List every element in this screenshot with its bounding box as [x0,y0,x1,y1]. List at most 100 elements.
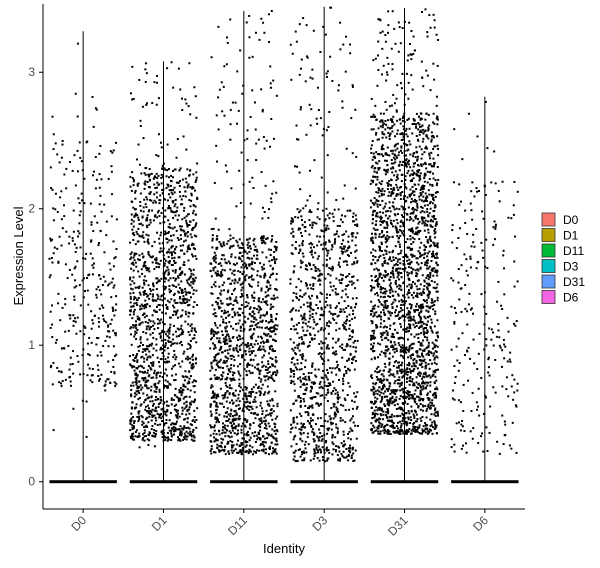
data-point [138,396,141,399]
data-point [177,334,180,337]
data-point [328,257,331,260]
data-point [147,268,150,271]
data-point [389,397,392,400]
data-point [155,299,158,302]
data-point [109,322,112,325]
data-point [157,327,160,330]
data-point [219,444,222,447]
data-point [251,446,254,449]
data-point [235,349,238,352]
data-point [235,413,238,416]
data-point [217,96,220,99]
data-point [387,339,390,342]
data-point [76,115,79,118]
data-point [155,186,158,189]
data-point [375,429,378,432]
data-point [131,228,134,231]
data-point [147,234,150,237]
data-point [319,318,322,321]
data-point [227,357,230,360]
data-point [131,401,134,404]
data-point [82,296,85,299]
data-point [147,238,150,241]
data-point [114,332,117,335]
data-point [188,62,191,65]
data-point [241,422,244,425]
data-point [430,301,433,304]
data-point [71,239,74,242]
data-point [351,446,354,449]
data-point [308,341,311,344]
data-point [290,222,293,225]
data-point [270,306,273,309]
data-point [420,165,423,168]
data-point [140,414,143,417]
data-point [141,355,144,358]
data-point [345,318,348,321]
data-point [115,353,118,356]
data-point [260,387,263,390]
data-point [334,367,337,370]
data-point [226,429,229,432]
data-point [168,332,171,335]
data-point [144,180,147,183]
data-point [151,298,154,301]
data-point [185,215,188,218]
data-point [270,412,273,415]
data-point [51,323,54,326]
data-point [108,262,111,265]
data-point [227,335,230,338]
data-point [329,304,332,307]
data-point [239,325,242,328]
data-point [130,406,133,409]
data-point [309,389,312,392]
data-point [225,170,228,173]
data-point [177,67,180,70]
data-point [260,235,263,238]
data-point [271,378,274,381]
data-point [153,183,156,186]
data-point [175,410,178,413]
data-point [270,9,273,12]
data-point [78,214,81,217]
data-point [273,371,276,374]
data-point [164,287,167,290]
data-point [180,430,183,433]
data-point [173,423,176,426]
data-point [141,305,144,308]
data-point [171,201,174,204]
data-point [319,51,322,54]
data-point [134,431,137,434]
data-point [137,216,140,219]
data-point [151,245,154,248]
data-point [422,288,425,291]
data-point [426,432,429,435]
data-point [52,133,55,136]
data-point [330,312,333,315]
data-point [145,328,148,331]
data-point [185,293,188,296]
data-point [303,314,306,317]
data-point [158,390,161,393]
data-point [347,437,350,440]
data-point [374,396,377,399]
data-point [238,277,241,280]
data-point [218,349,221,352]
data-point [330,428,333,431]
data-point [326,399,329,402]
data-point [297,309,300,312]
data-point [248,439,251,442]
data-point [190,323,193,326]
data-point [342,260,345,263]
data-point [156,423,159,426]
data-point [397,342,400,345]
data-point [331,346,334,349]
data-point [135,381,138,384]
data-point [93,262,96,265]
data-point [343,325,346,328]
data-point [187,183,190,186]
data-point [148,254,151,257]
data-point [319,283,322,286]
data-point [98,307,101,310]
data-point [381,231,384,234]
